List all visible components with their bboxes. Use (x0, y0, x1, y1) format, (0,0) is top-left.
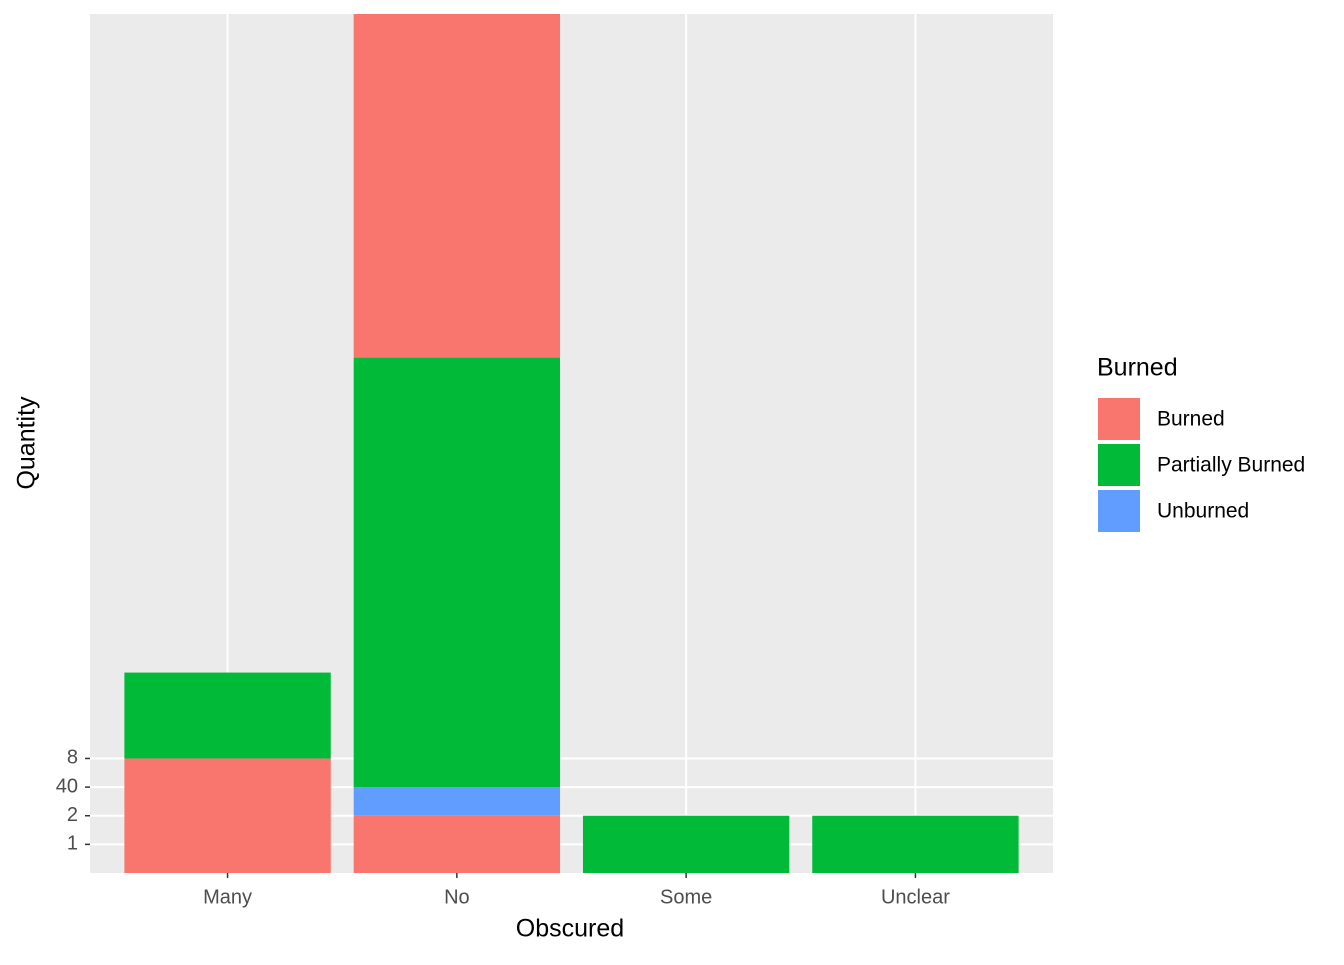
bar-segment (582, 815, 790, 873)
legend-key (1098, 444, 1140, 486)
legend-key (1098, 490, 1140, 532)
bar-segment (353, 815, 561, 873)
y-tick-label: 1 (67, 833, 78, 855)
y-axis-title: Quantity (13, 396, 41, 490)
legend-label: Unburned (1157, 500, 1249, 523)
y-tick-label: 8 (67, 747, 78, 769)
x-tick-label: Many (203, 886, 252, 908)
legend-label: Burned (1157, 408, 1225, 431)
bar-segment (353, 787, 561, 816)
bar-segment (353, 357, 561, 788)
y-tick-label: 2 (67, 804, 78, 826)
bar-segment (812, 815, 1019, 873)
bar-segment (124, 672, 331, 759)
y-tick-label: 40 (56, 775, 78, 797)
x-tick-label: No (444, 886, 470, 908)
x-tick-label: Some (660, 886, 712, 908)
bar-segment (353, 14, 561, 358)
x-tick-label: Unclear (881, 886, 950, 908)
x-axis-title: Obscured (516, 915, 624, 943)
legend-label: Partially Burned (1157, 454, 1305, 477)
legend-key (1098, 398, 1140, 440)
legend-title: Burned (1097, 354, 1178, 382)
bar-segment (124, 758, 331, 873)
